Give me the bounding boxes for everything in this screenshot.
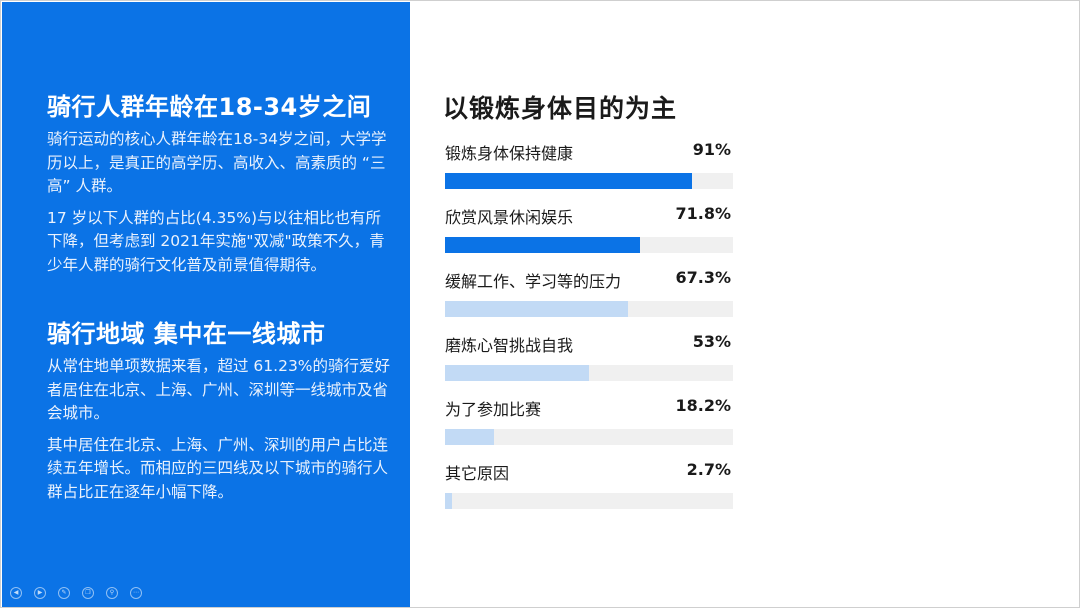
bar [445,237,640,253]
bar-row: 其它原因 2.7% [445,456,735,520]
section-age-paragraph-2: 17 岁以下人群的占比(4.35%)与以往相比也有所下降，但考虑到 2021年实… [47,208,385,274]
bar-value-label: 18.2% [675,396,731,415]
section-region-paragraph-2: 其中居住在北京、上海、广州、深圳的用户占比连续五年增长。而相应的三四线及以下城市… [47,435,389,501]
bar-label: 欣赏风景休闲娱乐 [445,208,574,227]
bar-track [445,493,733,509]
bar-track [445,301,733,317]
slideshow-controls: ◀ ▶ ✎ ❐ ⚲ ⋯ [10,587,142,599]
bar-row: 欣赏风景休闲娱乐 71.8% [445,200,735,264]
section-region-paragraph-1: 从常住地单项数据来看，超过 61.23%的骑行爱好者居住在北京、上海、广州、深圳… [47,357,391,422]
next-icon[interactable]: ▶ [34,587,46,599]
copy-icon[interactable]: ❐ [82,587,94,599]
bar-label: 磨炼心智挑战自我 [445,336,574,355]
bar [445,301,628,317]
zoom-icon[interactable]: ⚲ [106,587,118,599]
section-region: 骑行地域 集中在一线城市 从常住地单项数据来看，超过 61.23%的骑行爱好者居… [47,317,392,512]
bar-row: 磨炼心智挑战自我 53% [445,328,735,392]
bar-track [445,237,733,253]
bar-label: 缓解工作、学习等的压力 [445,272,622,291]
bar-row: 锻炼身体保持健康 91% [445,136,735,200]
bar-row: 缓解工作、学习等的压力 67.3% [445,264,735,328]
bar-track [445,365,733,381]
pen-icon[interactable]: ✎ [58,587,70,599]
bar [445,493,452,509]
chart-panel: 以锻炼身体目的为主 锻炼身体保持健康 91% 欣赏风景休闲娱乐 71.8% 缓解工作、学… [411,1,1079,607]
section-age-paragraph-1: 骑行运动的核心人群年龄在18-34岁之间，大学学历以上，是真正的高学历、高收入、… [47,130,387,195]
section-age: 骑行人群年龄在18-34岁之间 骑行运动的核心人群年龄在18-34岁之间，大学学… [47,90,392,285]
bar-label: 其它原因 [445,464,510,483]
more-icon[interactable]: ⋯ [130,587,142,599]
bar-value-label: 2.7% [686,460,731,479]
bar-value-label: 53% [692,332,731,351]
prev-icon[interactable]: ◀ [10,587,22,599]
bar-value-label: 91% [692,140,731,159]
bar-label: 锻炼身体保持健康 [445,144,574,163]
bar [445,365,589,381]
section-region-title: 骑行地域 集中在一线城市 [47,320,326,348]
bar-track [445,429,733,445]
section-age-title: 骑行人群年龄在18-34岁之间 [47,93,372,121]
left-panel: 骑行人群年龄在18-34岁之间 骑行运动的核心人群年龄在18-34岁之间，大学学… [2,2,410,607]
bar-row: 为了参加比赛 18.2% [445,392,735,456]
bar-track [445,173,733,189]
bar-label: 为了参加比赛 [445,400,542,419]
bar-value-label: 71.8% [675,204,731,223]
chart-title: 以锻炼身体目的为主 [443,94,678,123]
bar-chart: 锻炼身体保持健康 91% 欣赏风景休闲娱乐 71.8% 缓解工作、学习等的压力 67.3%… [445,136,735,520]
bar-value-label: 67.3% [675,268,731,287]
bar [445,173,692,189]
bar [445,429,494,445]
